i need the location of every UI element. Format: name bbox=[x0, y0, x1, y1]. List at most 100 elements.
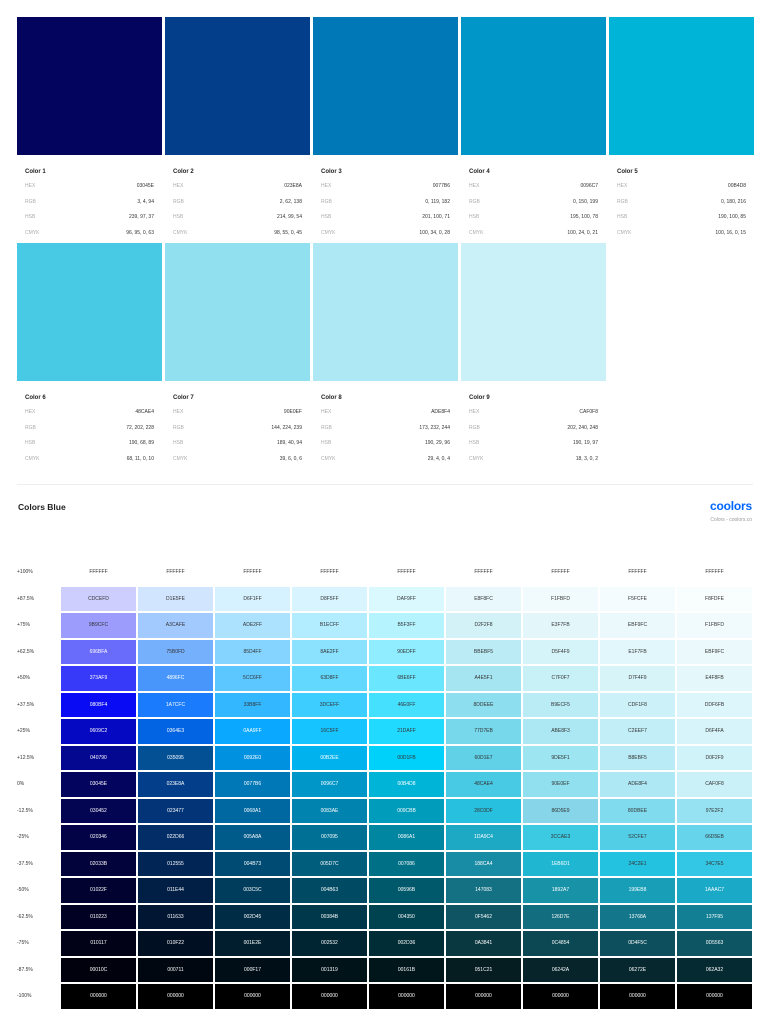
shade-cell[interactable]: 003C5C bbox=[215, 878, 290, 903]
shade-cell[interactable]: 4896FC bbox=[138, 666, 213, 691]
color-rgb-value[interactable]: 0, 180, 216 bbox=[720, 198, 746, 205]
color-card[interactable]: Color 1 HEX 03045E RGB 3, 4, 94 HSB 239, 97, 3… bbox=[17, 17, 162, 243]
shade-cell[interactable]: 147083 bbox=[446, 878, 521, 903]
shade-cell[interactable]: 0068A1 bbox=[215, 798, 290, 823]
shade-cell[interactable]: 3CCAE3 bbox=[523, 825, 598, 850]
shade-cell[interactable]: 00161B bbox=[369, 957, 444, 982]
shade-cell[interactable]: EBF9FC bbox=[600, 613, 675, 638]
shade-cell[interactable]: DAF9FF bbox=[369, 586, 444, 611]
shade-cell[interactable]: B5F3FF bbox=[369, 613, 444, 638]
shade-cell[interactable]: 1DA9C4 bbox=[446, 825, 521, 850]
shade-cell[interactable]: 001E2E bbox=[215, 931, 290, 956]
shade-cell[interactable]: 010F22 bbox=[138, 931, 213, 956]
shade-cell[interactable]: B1ECFF bbox=[292, 613, 367, 638]
shade-cell[interactable]: 24C2E1 bbox=[600, 851, 675, 876]
color-swatch[interactable] bbox=[609, 17, 754, 155]
shade-cell[interactable]: 023E8A bbox=[138, 772, 213, 797]
shade-cell[interactable]: 21DAFF bbox=[369, 719, 444, 744]
shade-cell[interactable]: 75B0FD bbox=[138, 639, 213, 664]
shade-cell[interactable]: 030452 bbox=[61, 798, 136, 823]
color-card[interactable]: Color 2 HEX 023E8A RGB 2, 62, 138 HSB 214, 99,… bbox=[165, 17, 310, 243]
shade-cell[interactable]: 011E44 bbox=[138, 878, 213, 903]
shade-cell[interactable]: 199EB8 bbox=[600, 878, 675, 903]
color-hex-value[interactable]: 00B4D8 bbox=[727, 183, 746, 189]
shade-cell[interactable]: 696BFA bbox=[61, 639, 136, 664]
shade-cell[interactable]: 000000 bbox=[292, 984, 367, 1009]
shade-cell[interactable]: 0364E3 bbox=[138, 719, 213, 744]
color-swatch[interactable] bbox=[313, 17, 458, 155]
shade-cell[interactable]: 007095 bbox=[292, 825, 367, 850]
color-hsb-value[interactable]: 201, 100, 71 bbox=[422, 214, 450, 220]
shade-cell[interactable]: FFFFFF bbox=[600, 560, 675, 585]
color-hsb-value[interactable]: 190, 29, 96 bbox=[424, 440, 450, 446]
color-cmyk-value[interactable]: 100, 24, 0, 21 bbox=[567, 229, 598, 236]
shade-cell[interactable]: 0C4854 bbox=[523, 931, 598, 956]
shade-cell[interactable]: 007086 bbox=[369, 851, 444, 876]
color-card[interactable]: Color 3 HEX 0077B6 RGB 0, 119, 182 HSB 201, 10… bbox=[313, 17, 458, 243]
shade-cell[interactable]: 01022F bbox=[61, 878, 136, 903]
color-cmyk-value[interactable]: 68, 11, 0, 10 bbox=[126, 455, 154, 462]
shade-cell[interactable]: 1EB6D1 bbox=[523, 851, 598, 876]
shade-cell[interactable]: 9DE5F1 bbox=[523, 745, 598, 770]
color-swatch[interactable] bbox=[165, 243, 310, 381]
shade-cell[interactable]: A4E5F1 bbox=[446, 666, 521, 691]
shade-cell[interactable]: E8F8FC bbox=[446, 586, 521, 611]
shade-cell[interactable]: 86D5E9 bbox=[523, 798, 598, 823]
shade-cell[interactable]: 040790 bbox=[61, 745, 136, 770]
shade-cell[interactable]: 004350 bbox=[369, 904, 444, 929]
shade-cell[interactable]: 010223 bbox=[61, 904, 136, 929]
shade-cell[interactable]: 000711 bbox=[138, 957, 213, 982]
shade-cell[interactable]: DDF6FB bbox=[677, 692, 752, 717]
shade-cell[interactable]: FFFFFF bbox=[369, 560, 444, 585]
shade-cell[interactable]: D0F2F9 bbox=[677, 745, 752, 770]
shade-cell[interactable]: 0609C2 bbox=[61, 719, 136, 744]
shade-cell[interactable]: 85D4FF bbox=[215, 639, 290, 664]
shade-cell[interactable]: D5F4F9 bbox=[523, 639, 598, 664]
shade-cell[interactable]: 00596B bbox=[369, 878, 444, 903]
shade-cell[interactable]: 002D45 bbox=[215, 904, 290, 929]
shade-cell[interactable]: 97E2F2 bbox=[677, 798, 752, 823]
shade-cell[interactable]: 9B9CFC bbox=[61, 613, 136, 638]
shade-cell[interactable]: 0086A1 bbox=[369, 825, 444, 850]
shade-cell[interactable]: 0AA9FF bbox=[215, 719, 290, 744]
color-swatch[interactable] bbox=[17, 243, 162, 381]
shade-cell[interactable]: 011633 bbox=[138, 904, 213, 929]
shade-cell[interactable]: 00010C bbox=[61, 957, 136, 982]
shade-cell[interactable]: 0083AE bbox=[292, 798, 367, 823]
color-rgb-value[interactable]: 144, 224, 239 bbox=[271, 424, 302, 431]
shade-cell[interactable]: 062A32 bbox=[677, 957, 752, 982]
shade-cell[interactable]: 022D66 bbox=[138, 825, 213, 850]
color-cmyk-value[interactable]: 29, 4, 0, 4 bbox=[427, 455, 450, 462]
shade-cell[interactable]: FFFFFF bbox=[61, 560, 136, 585]
shade-cell[interactable]: FFFFFF bbox=[215, 560, 290, 585]
shade-cell[interactable]: 13768A bbox=[600, 904, 675, 929]
shade-cell[interactable]: 52CFE7 bbox=[600, 825, 675, 850]
shade-cell[interactable]: FFFFFF bbox=[138, 560, 213, 585]
shade-cell[interactable]: 8AE2FF bbox=[292, 639, 367, 664]
shade-cell[interactable]: 002D36 bbox=[369, 931, 444, 956]
color-hsb-value[interactable]: 190, 19, 97 bbox=[572, 440, 598, 446]
shade-cell[interactable]: 77D7EB bbox=[446, 719, 521, 744]
color-rgb-value[interactable]: 3, 4, 94 bbox=[137, 198, 154, 205]
shade-cell[interactable]: 126D7E bbox=[523, 904, 598, 929]
shade-cell[interactable]: 0D5563 bbox=[677, 931, 752, 956]
color-swatch[interactable] bbox=[17, 17, 162, 155]
shade-cell[interactable]: 6BE6FF bbox=[369, 666, 444, 691]
shade-cell[interactable]: D6F1FF bbox=[215, 586, 290, 611]
coolors-logo[interactable]: coolors bbox=[710, 499, 752, 513]
color-rgb-value[interactable]: 202, 240, 248 bbox=[567, 424, 598, 431]
color-hsb-value[interactable]: 190, 100, 85 bbox=[718, 214, 746, 220]
shade-cell[interactable]: 1AAAC7 bbox=[677, 878, 752, 903]
shade-cell[interactable]: 188CA4 bbox=[446, 851, 521, 876]
shade-cell[interactable]: B8EBF5 bbox=[600, 745, 675, 770]
shade-cell[interactable]: 005D7C bbox=[292, 851, 367, 876]
color-cmyk-value[interactable]: 96, 95, 0, 63 bbox=[126, 229, 154, 236]
shade-cell[interactable]: D7F4F9 bbox=[600, 666, 675, 691]
color-card[interactable]: Color 9 HEX CAF0F8 RGB 202, 240, 248 HSB 190, … bbox=[461, 243, 606, 469]
shade-cell[interactable]: 002532 bbox=[292, 931, 367, 956]
shade-cell[interactable]: F8FDFE bbox=[677, 586, 752, 611]
color-hex-value[interactable]: 0096C7 bbox=[580, 183, 598, 189]
color-cmyk-value[interactable]: 100, 16, 0, 15 bbox=[715, 229, 746, 236]
shade-cell[interactable]: EBF9FC bbox=[677, 639, 752, 664]
shade-cell[interactable]: 00B4D8 bbox=[369, 772, 444, 797]
